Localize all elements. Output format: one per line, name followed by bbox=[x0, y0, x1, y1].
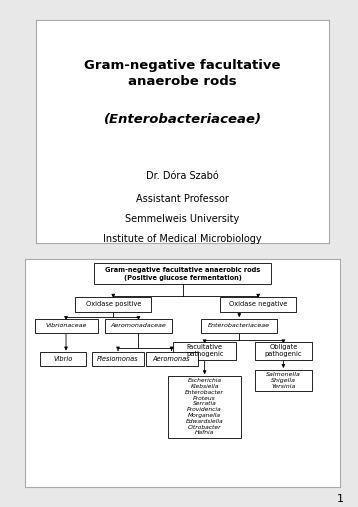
FancyBboxPatch shape bbox=[40, 352, 86, 366]
FancyBboxPatch shape bbox=[168, 376, 241, 438]
Text: Gram-negative facultative
anaerobe rods: Gram-negative facultative anaerobe rods bbox=[84, 59, 281, 88]
Text: (Enterobacteriaceae): (Enterobacteriaceae) bbox=[103, 113, 262, 126]
Text: Enterobacteriaceae: Enterobacteriaceae bbox=[208, 323, 270, 329]
Text: (​: (​ bbox=[179, 114, 186, 127]
Text: Plesiomonas: Plesiomonas bbox=[97, 356, 139, 362]
Text: Dr. Dóra Szabó: Dr. Dóra Szabó bbox=[146, 171, 219, 182]
Text: Gram-negative facultative anaerobic rods: Gram-negative facultative anaerobic rods bbox=[105, 267, 260, 273]
Text: Assistant Professor: Assistant Professor bbox=[136, 194, 229, 204]
Text: Oxidase positive: Oxidase positive bbox=[86, 301, 141, 307]
FancyBboxPatch shape bbox=[95, 263, 271, 284]
FancyBboxPatch shape bbox=[34, 319, 97, 333]
FancyBboxPatch shape bbox=[105, 319, 171, 333]
Text: (Positive glucose fermentation): (Positive glucose fermentation) bbox=[124, 275, 242, 281]
FancyBboxPatch shape bbox=[92, 352, 144, 366]
FancyBboxPatch shape bbox=[255, 370, 312, 391]
Text: Obligate
pathogenic: Obligate pathogenic bbox=[265, 344, 302, 357]
FancyBboxPatch shape bbox=[76, 297, 151, 312]
Text: Vibrionaceae: Vibrionaceae bbox=[45, 323, 87, 329]
Text: Aeromonas: Aeromonas bbox=[153, 356, 190, 362]
FancyBboxPatch shape bbox=[221, 297, 296, 312]
Text: Salmonella
Shigella
Yersinia: Salmonella Shigella Yersinia bbox=[266, 372, 301, 389]
Text: Escherichia
Klebsiella
Enterobacter
Proteus
Serratia
Providencia
Morganella
Edwa: Escherichia Klebsiella Enterobacter Prot… bbox=[185, 378, 224, 436]
Text: Oxidase negative: Oxidase negative bbox=[229, 301, 287, 307]
Text: Aeromonadaceae: Aeromonadaceae bbox=[111, 323, 166, 329]
FancyBboxPatch shape bbox=[255, 342, 312, 359]
Text: Vibrio: Vibrio bbox=[53, 356, 72, 362]
FancyBboxPatch shape bbox=[202, 319, 277, 333]
Text: Facultative
pathogenic: Facultative pathogenic bbox=[186, 344, 223, 357]
Text: Institute of Medical Microbiology: Institute of Medical Microbiology bbox=[103, 234, 262, 244]
Text: Semmelweis University: Semmelweis University bbox=[125, 214, 240, 224]
Text: 1: 1 bbox=[337, 494, 344, 504]
FancyBboxPatch shape bbox=[173, 342, 236, 359]
FancyBboxPatch shape bbox=[146, 352, 198, 366]
